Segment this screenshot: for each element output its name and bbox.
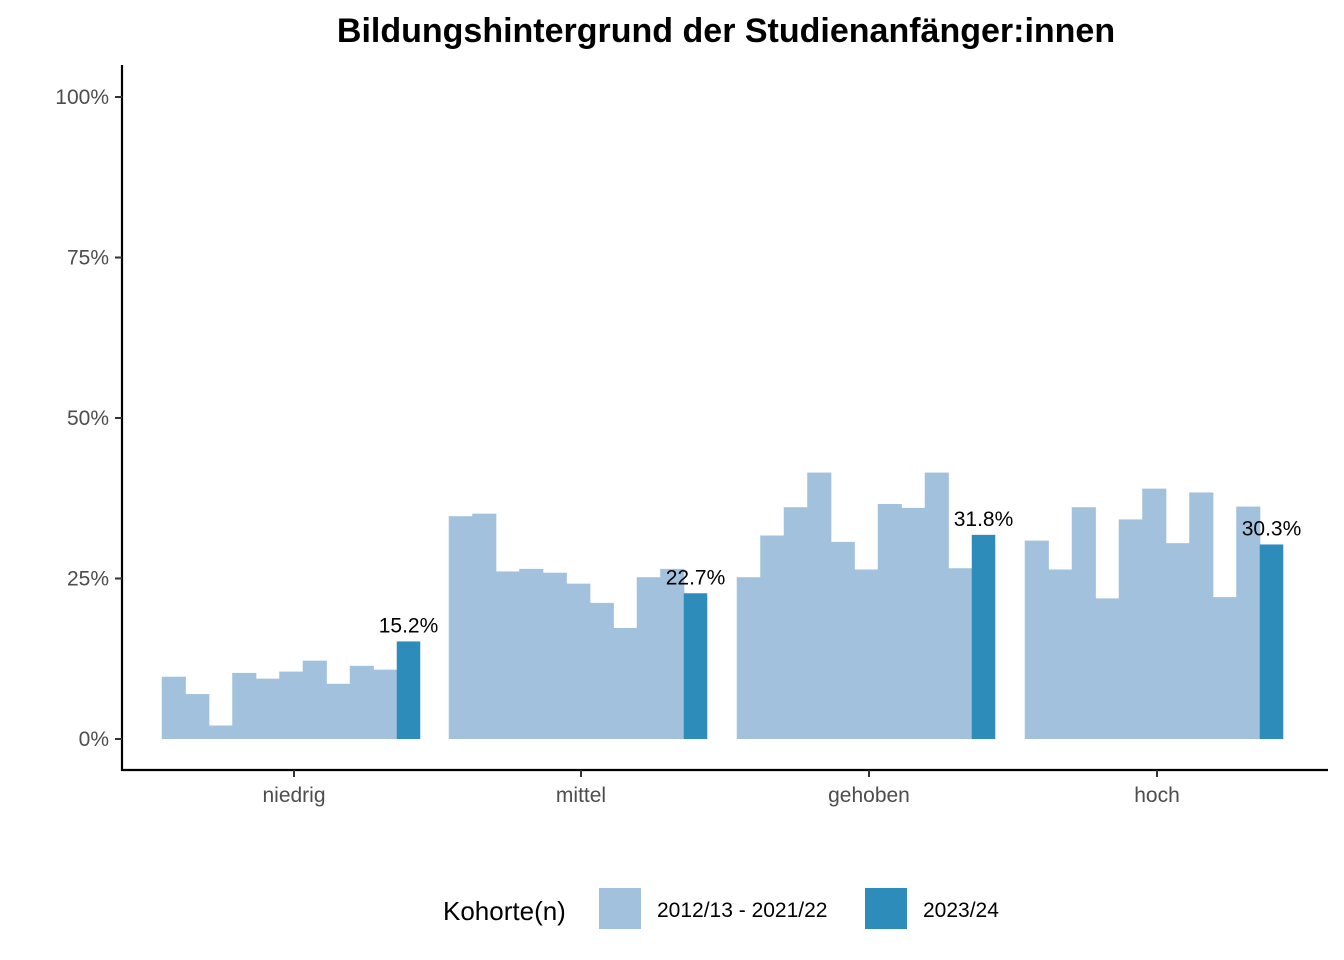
legend-label-current: 2023/24 xyxy=(923,899,999,922)
x-tick-label: mittel xyxy=(556,784,606,807)
bar-historic xyxy=(161,676,186,739)
bar-current xyxy=(396,641,421,739)
chart-title: Bildungshintergrund der Studienanfänger:… xyxy=(337,12,1115,50)
bar-historic xyxy=(1071,507,1096,739)
legend-label-historic: 2012/13 - 2021/22 xyxy=(657,899,827,922)
y-tick-label: 50% xyxy=(67,407,109,430)
x-tick-label: gehoben xyxy=(828,784,910,807)
bar-historic xyxy=(208,725,233,739)
bar-historic xyxy=(326,683,351,739)
bar-historic xyxy=(255,678,280,739)
legend-swatch-historic xyxy=(599,888,641,929)
bar-historic xyxy=(736,577,761,739)
bar-historic xyxy=(830,541,855,739)
y-tick-label: 75% xyxy=(67,247,109,270)
bar-historic xyxy=(807,472,832,739)
bar-historic xyxy=(1142,488,1167,739)
legend: Kohorte(n) 2012/13 - 2021/22 2023/24 xyxy=(443,888,999,929)
bar-historic xyxy=(472,513,497,739)
bar-historic xyxy=(373,669,398,739)
legend-title: Kohorte(n) xyxy=(443,896,566,926)
data-label: 22.7% xyxy=(666,566,726,589)
bar-historic xyxy=(1212,597,1237,739)
data-label: 31.8% xyxy=(954,508,1014,531)
y-tick-label: 25% xyxy=(67,568,109,591)
axes: 0% 25% 50% 75% 100% niedrig mittel gehoben hoch xyxy=(55,65,1328,807)
bar-historic xyxy=(349,665,374,739)
bar-current xyxy=(1259,544,1284,739)
bar-historic xyxy=(948,568,973,739)
bar-historic xyxy=(1095,598,1120,739)
bar-historic xyxy=(901,507,926,739)
bar-historic xyxy=(854,569,879,739)
bar-historic xyxy=(448,516,473,739)
bar-historic xyxy=(542,572,567,739)
bar-historic xyxy=(519,568,544,739)
bar-historic xyxy=(1118,519,1143,739)
bar-historic xyxy=(589,602,614,739)
bar-historic xyxy=(302,660,327,739)
bar-historic xyxy=(232,672,257,739)
bar-historic xyxy=(660,568,685,739)
bar-historic xyxy=(1165,543,1190,739)
plot-area: 15.2% 22.7% 31.8% 30.3% xyxy=(161,472,1302,739)
data-label: 15.2% xyxy=(379,614,439,637)
bar-historic xyxy=(1189,492,1214,739)
bar-historic xyxy=(760,535,785,739)
x-tick-label: hoch xyxy=(1134,784,1180,807)
bar-historic xyxy=(1048,569,1073,739)
bar-historic xyxy=(783,507,808,739)
x-tick-label: niedrig xyxy=(262,784,325,807)
bar-historic xyxy=(495,571,520,739)
bar-current xyxy=(971,534,996,739)
data-label: 30.3% xyxy=(1242,517,1302,540)
y-tick-label: 100% xyxy=(55,86,109,109)
bar-historic xyxy=(1236,506,1261,739)
bar-historic xyxy=(1024,540,1049,739)
bar-historic xyxy=(279,671,304,739)
bar-current xyxy=(683,593,708,739)
bar-historic xyxy=(924,472,949,739)
bar-historic xyxy=(185,694,210,739)
bar-historic xyxy=(636,577,661,739)
bar-historic xyxy=(613,627,638,739)
legend-swatch-current xyxy=(865,888,907,929)
bar-historic xyxy=(566,583,591,739)
bar-historic xyxy=(877,504,902,739)
y-tick-label: 0% xyxy=(79,728,109,751)
